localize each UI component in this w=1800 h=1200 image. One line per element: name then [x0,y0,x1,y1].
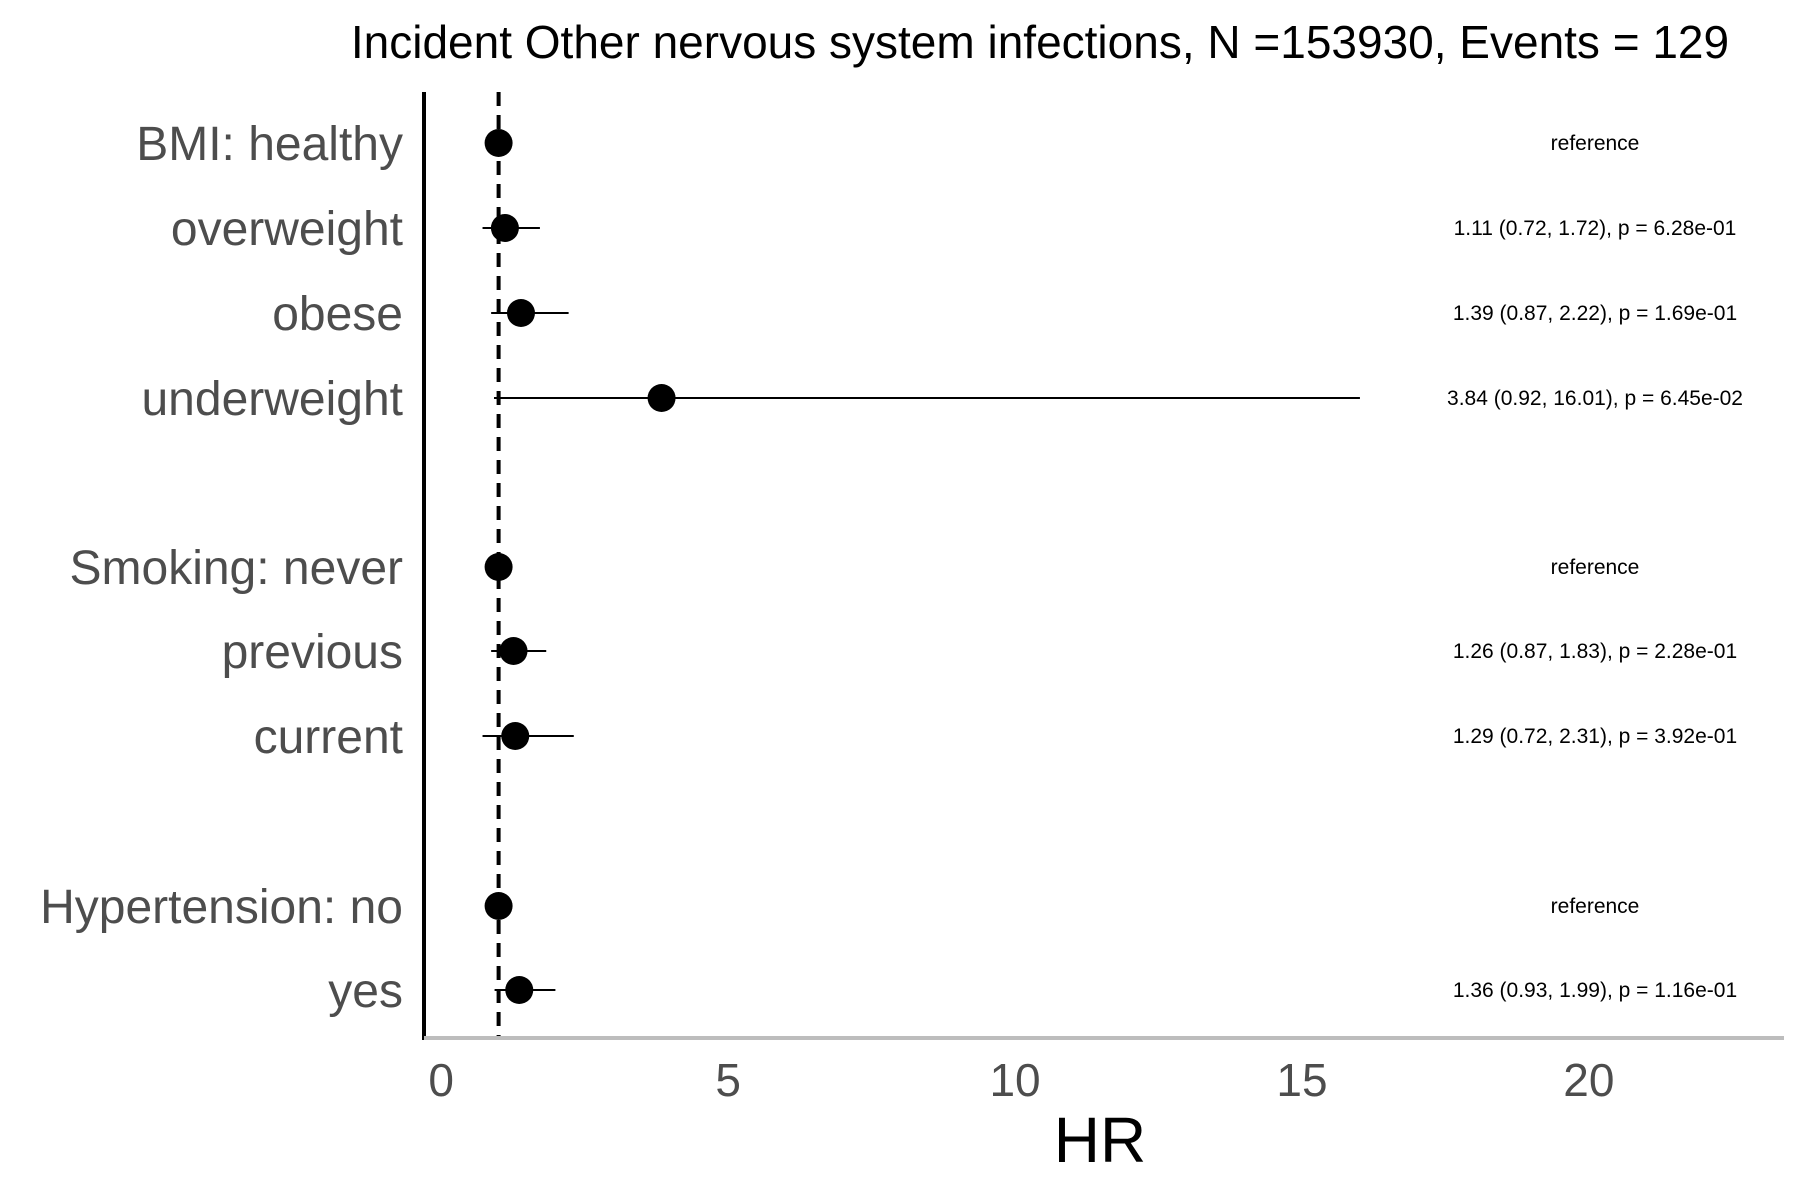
row-label: previous [222,626,403,679]
row-annotation: 1.39 (0.87, 2.22), p = 1.69e-01 [1453,302,1737,325]
point-estimate-group [484,129,676,1004]
row-annotation: 3.84 (0.92, 16.01), p = 6.45e-02 [1447,387,1743,410]
hr-point [484,129,513,157]
row-label: Smoking: never [70,542,404,595]
row-label: yes [328,965,403,1018]
row-label-group: BMI: healthy overweight obese underweight Sm… [40,118,403,1018]
annotation-group: reference 1.11 (0.72, 1.72), p = 6.28e-01… [1447,132,1743,1002]
row-label: BMI: healthy [136,118,403,171]
x-tick-label: 10 [989,1054,1040,1106]
row-annotation: 1.26 (0.87, 1.83), p = 2.28e-01 [1453,640,1737,663]
hr-point [501,722,530,750]
hr-point [505,976,534,1004]
row-annotation: 1.36 (0.93, 1.99), p = 1.16e-01 [1453,979,1737,1002]
row-label: underweight [141,373,403,426]
row-label: obese [272,288,403,341]
hr-point [647,384,676,412]
row-label: overweight [171,203,403,256]
row-annotation: reference [1551,556,1640,579]
x-axis-title: HR [1054,1104,1146,1176]
row-annotation: reference [1551,132,1640,155]
hr-point [506,299,535,327]
x-tick-label: 15 [1276,1054,1327,1106]
hr-point [484,553,513,581]
hr-point [484,892,513,920]
chart-title: Incident Other nervous system infections… [351,16,1729,68]
hr-point [490,214,519,242]
row-annotation: reference [1551,895,1640,918]
hr-point [499,637,528,665]
x-tick-label: 5 [715,1054,741,1106]
row-label: current [254,711,403,764]
row-label: Hypertension: no [40,881,403,934]
x-tick-label: 0 [428,1054,454,1106]
x-tick-label: 20 [1563,1054,1614,1106]
row-annotation: 1.29 (0.72, 2.31), p = 3.92e-01 [1453,725,1737,748]
confidence-interval-group [482,227,1360,991]
axis-group: 0 5 10 15 20 [422,92,1784,1106]
row-annotation: 1.11 (0.72, 1.72), p = 6.28e-01 [1454,217,1737,240]
